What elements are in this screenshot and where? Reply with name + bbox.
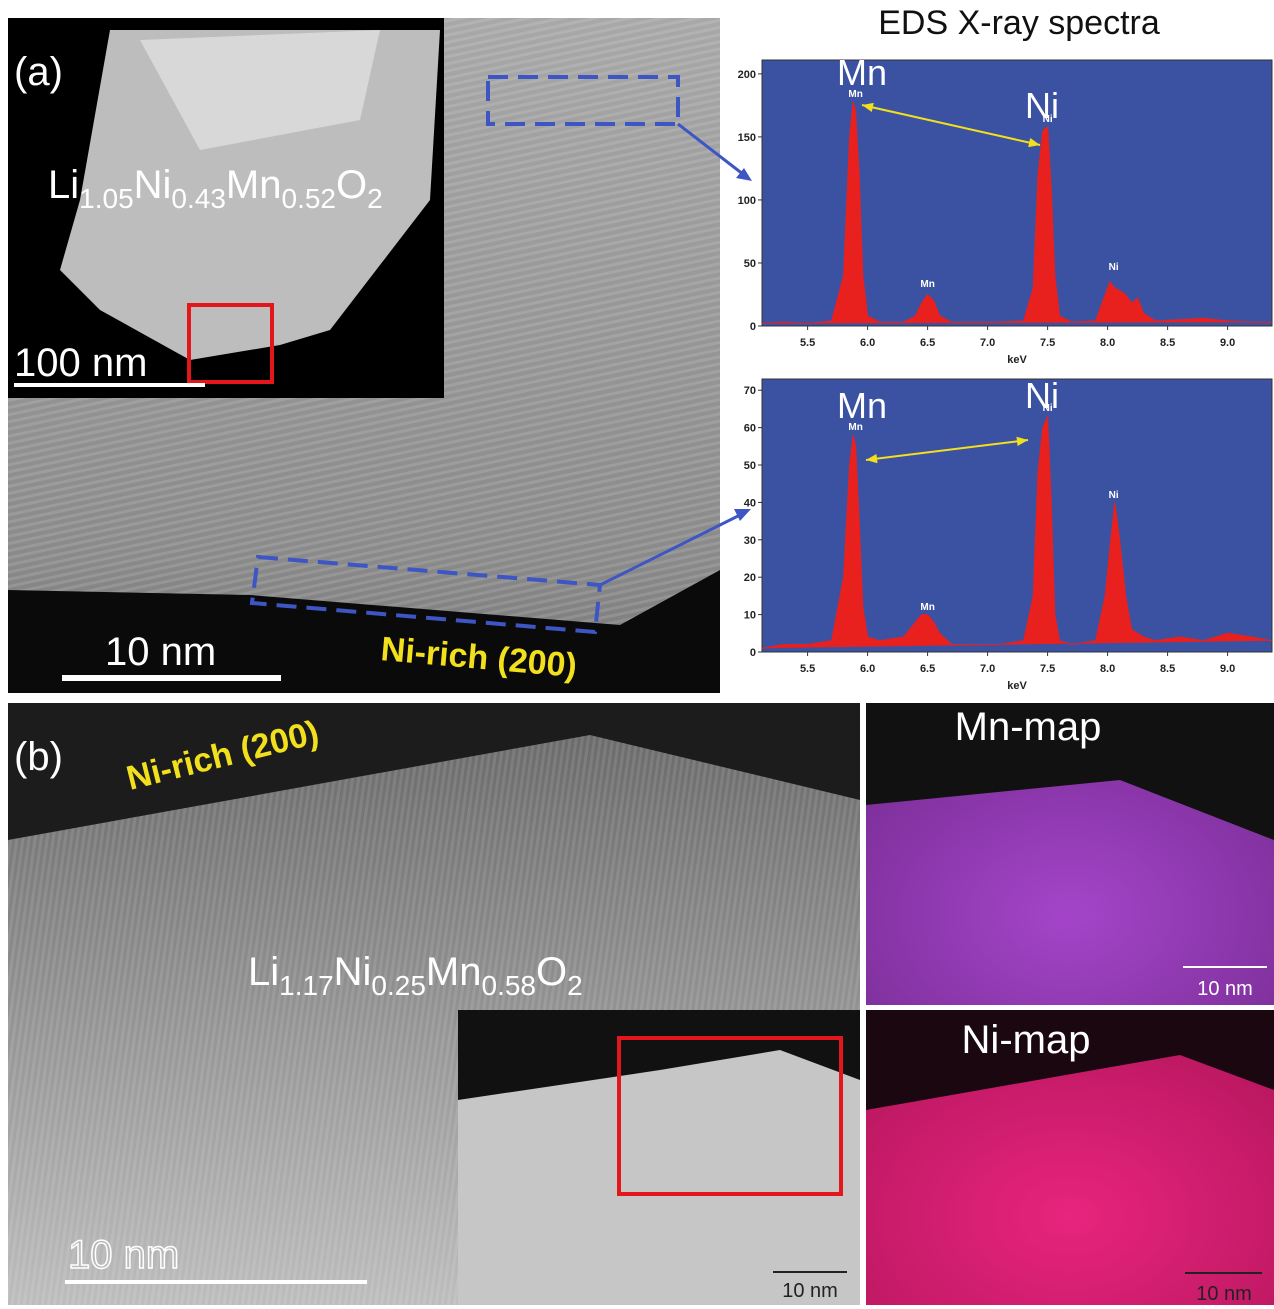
formula-part: Ni [134, 163, 172, 207]
chart-title: EDS X-ray spectra [878, 4, 1160, 42]
y-tick-label: 0 [750, 321, 756, 333]
scale-label: 10 nm [68, 1233, 179, 1277]
x-axis-label: keV [1007, 354, 1027, 366]
y-tick-label: 60 [744, 423, 756, 435]
y-tick-label: 150 [738, 132, 756, 144]
y-tick-label: 30 [744, 535, 756, 547]
y-tick-label: 40 [744, 497, 756, 509]
y-tick-label: 50 [744, 460, 756, 472]
formula-sub: 2 [367, 183, 383, 214]
y-tick-label: 0 [750, 647, 756, 659]
x-tick-label: 7.0 [980, 663, 995, 675]
peak-label: Ni [1109, 262, 1119, 273]
formula-sub: 0.58 [482, 970, 537, 1001]
x-tick-label: 7.5 [1040, 663, 1055, 675]
x-tick-label: 7.5 [1040, 337, 1055, 349]
formula-part: O [336, 163, 367, 207]
formula-part: Ni [334, 950, 372, 994]
formula-part: O [536, 950, 567, 994]
figure: (a) Li1.05Ni0.43Mn0.52O2 100 nm 10 nm Ni… [0, 0, 1274, 1309]
x-tick-label: 8.0 [1100, 663, 1115, 675]
y-tick-label: 20 [744, 572, 756, 584]
scale-label: 10 nm [782, 1280, 838, 1302]
y-tick-label: 50 [744, 258, 756, 270]
x-tick-label: 8.5 [1160, 663, 1175, 675]
formula-part: Mn [226, 163, 282, 207]
panel-label: (b) [14, 735, 63, 779]
y-tick-label: 200 [738, 69, 756, 81]
peak-annotation: Ni [1025, 375, 1059, 416]
formula-part: Li [248, 950, 279, 994]
x-axis-label: keV [1007, 680, 1027, 692]
page: (a) Li1.05Ni0.43Mn0.52O2 100 nm 10 nm Ni… [0, 0, 1274, 1309]
x-tick-label: 8.0 [1100, 337, 1115, 349]
scale-label: 10 nm [105, 630, 216, 674]
x-tick-label: 5.5 [800, 337, 815, 349]
peak-annotation: Ni [1025, 85, 1059, 126]
plot-area [762, 60, 1272, 326]
scale-label: 10 nm [1197, 978, 1253, 1000]
panel-label: (a) [14, 50, 63, 94]
scale-label: 10 nm [1196, 1283, 1252, 1305]
formula-part: Mn [426, 950, 482, 994]
formula-sub: 0.52 [282, 183, 337, 214]
x-tick-label: 9.0 [1220, 337, 1235, 349]
panel-b-image [8, 703, 1274, 1305]
x-tick-label: 6.0 [860, 337, 875, 349]
x-tick-label: 6.5 [920, 337, 935, 349]
y-tick-label: 10 [744, 610, 756, 622]
x-tick-label: 8.5 [1160, 337, 1175, 349]
peak-label: Mn [920, 279, 934, 290]
x-tick-label: 9.0 [1220, 663, 1235, 675]
x-tick-label: 6.5 [920, 663, 935, 675]
peak-label: Ni [1109, 490, 1119, 501]
scale-label: 100 nm [14, 341, 147, 385]
peak-annotation: Mn [837, 52, 887, 93]
formula-sub: 2 [567, 970, 583, 1001]
peak-label: Mn [920, 602, 934, 613]
x-tick-label: 7.0 [980, 337, 995, 349]
formula-part: Li [48, 163, 79, 207]
x-tick-label: 5.5 [800, 663, 815, 675]
map-label: Ni-map [962, 1018, 1091, 1062]
formula-sub: 1.05 [79, 183, 134, 214]
x-tick-label: 6.0 [860, 663, 875, 675]
formula-sub: 0.25 [371, 970, 426, 1001]
y-tick-label: 100 [738, 195, 756, 207]
peak-annotation: Mn [837, 385, 887, 426]
map-label: Mn-map [955, 705, 1102, 749]
formula-sub: 1.17 [279, 970, 334, 1001]
y-tick-label: 70 [744, 385, 756, 397]
formula-sub: 0.43 [171, 183, 226, 214]
